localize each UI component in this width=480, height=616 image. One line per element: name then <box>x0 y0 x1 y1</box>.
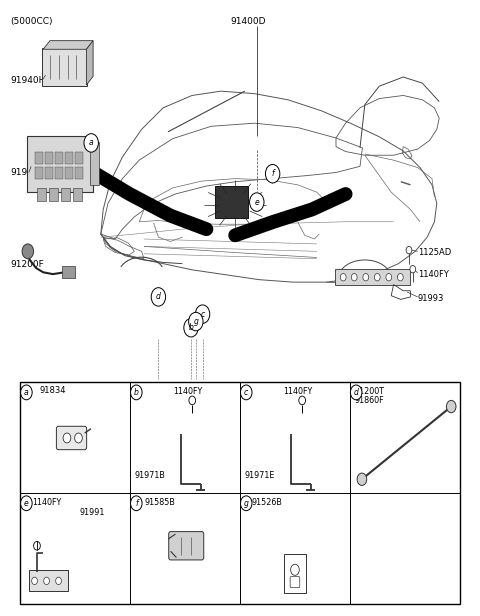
Circle shape <box>351 274 357 281</box>
Circle shape <box>184 318 198 337</box>
FancyBboxPatch shape <box>45 167 53 179</box>
Circle shape <box>44 577 49 585</box>
FancyBboxPatch shape <box>290 577 300 588</box>
FancyBboxPatch shape <box>35 152 43 164</box>
FancyBboxPatch shape <box>56 426 86 450</box>
Text: a: a <box>24 388 29 397</box>
Circle shape <box>189 312 203 331</box>
Text: a: a <box>89 139 94 147</box>
FancyBboxPatch shape <box>49 188 58 201</box>
FancyBboxPatch shape <box>65 152 73 164</box>
Text: 91200T: 91200T <box>355 387 384 395</box>
FancyBboxPatch shape <box>61 188 70 201</box>
FancyBboxPatch shape <box>37 188 46 201</box>
Text: g: g <box>244 499 249 508</box>
Circle shape <box>397 274 403 281</box>
Circle shape <box>299 396 305 405</box>
Circle shape <box>22 244 34 259</box>
FancyBboxPatch shape <box>90 142 99 185</box>
Text: b: b <box>134 388 139 397</box>
FancyBboxPatch shape <box>55 152 63 164</box>
FancyBboxPatch shape <box>284 554 305 593</box>
Circle shape <box>290 564 300 575</box>
Text: 91200F: 91200F <box>11 261 44 269</box>
Circle shape <box>21 496 32 511</box>
Circle shape <box>131 385 142 400</box>
Circle shape <box>410 265 416 273</box>
Circle shape <box>195 305 210 323</box>
FancyBboxPatch shape <box>75 152 83 164</box>
Text: d: d <box>156 293 161 301</box>
Polygon shape <box>43 41 93 49</box>
FancyBboxPatch shape <box>42 48 87 86</box>
FancyBboxPatch shape <box>62 266 75 278</box>
Text: 91585B: 91585B <box>144 498 175 506</box>
FancyBboxPatch shape <box>75 167 83 179</box>
Text: 1140FY: 1140FY <box>32 498 61 506</box>
Text: 91971E: 91971E <box>245 471 275 480</box>
Circle shape <box>56 577 61 585</box>
Circle shape <box>63 433 71 443</box>
Circle shape <box>240 385 252 400</box>
Circle shape <box>374 274 380 281</box>
Text: 91940H: 91940H <box>11 76 46 84</box>
Circle shape <box>131 496 142 511</box>
Text: 1140FY: 1140FY <box>173 387 202 395</box>
Circle shape <box>265 164 280 183</box>
Circle shape <box>74 433 83 443</box>
Circle shape <box>340 274 346 281</box>
Circle shape <box>189 396 196 405</box>
Text: 1125AD: 1125AD <box>418 248 451 257</box>
FancyBboxPatch shape <box>215 186 248 218</box>
Polygon shape <box>86 41 93 85</box>
Circle shape <box>32 577 37 585</box>
FancyBboxPatch shape <box>45 152 53 164</box>
Circle shape <box>250 193 264 211</box>
Text: e: e <box>24 499 29 508</box>
FancyBboxPatch shape <box>168 532 204 560</box>
Text: 91991: 91991 <box>80 508 105 517</box>
Bar <box>20 382 460 604</box>
Text: 1140FY: 1140FY <box>283 387 312 395</box>
Text: g: g <box>193 317 198 326</box>
Text: f: f <box>135 499 138 508</box>
Text: b: b <box>189 323 193 332</box>
Text: f: f <box>271 169 274 178</box>
Text: 91526B: 91526B <box>252 498 283 506</box>
Circle shape <box>240 496 252 511</box>
Text: 91940J: 91940J <box>11 168 42 177</box>
Text: 91834: 91834 <box>39 386 66 395</box>
Circle shape <box>386 274 392 281</box>
Circle shape <box>363 274 369 281</box>
Text: 91993: 91993 <box>418 294 444 303</box>
Text: c: c <box>201 310 204 318</box>
Text: (5000CC): (5000CC) <box>11 17 53 26</box>
FancyBboxPatch shape <box>73 188 82 201</box>
FancyBboxPatch shape <box>29 570 68 591</box>
FancyBboxPatch shape <box>335 269 410 285</box>
Circle shape <box>151 288 166 306</box>
Text: d: d <box>354 388 359 397</box>
Text: c: c <box>244 388 248 397</box>
Circle shape <box>357 473 367 485</box>
FancyBboxPatch shape <box>55 167 63 179</box>
FancyBboxPatch shape <box>27 136 93 192</box>
Circle shape <box>34 541 40 550</box>
Text: 1140FY: 1140FY <box>418 270 448 278</box>
Circle shape <box>84 134 98 152</box>
FancyBboxPatch shape <box>35 167 43 179</box>
Text: 91860F: 91860F <box>355 396 384 405</box>
FancyBboxPatch shape <box>65 167 73 179</box>
Circle shape <box>21 385 32 400</box>
Text: e: e <box>254 198 259 206</box>
Circle shape <box>350 385 362 400</box>
Circle shape <box>406 246 412 254</box>
Text: 91971B: 91971B <box>135 471 166 480</box>
Text: 91400D: 91400D <box>230 17 266 26</box>
Circle shape <box>446 400 456 413</box>
